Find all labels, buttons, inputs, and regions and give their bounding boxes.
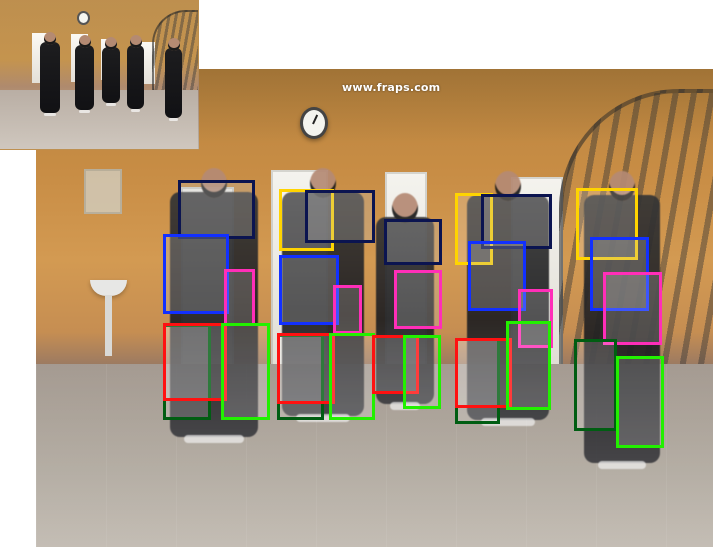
- thumbnail-dancer-1: [40, 32, 60, 116]
- dancer-3: [376, 193, 434, 410]
- thumbnail-dancer-3: [102, 37, 120, 106]
- dancer-1: [170, 168, 258, 443]
- thumbnail-clock-icon: [77, 11, 90, 25]
- sink-stem: [105, 295, 112, 356]
- dancer-2: [282, 168, 364, 422]
- sink: [90, 280, 127, 296]
- wall-panel: [84, 169, 122, 214]
- fraps-watermark: www.fraps.com: [342, 81, 441, 94]
- dancer-4: [467, 171, 549, 426]
- thumbnail-dancer-2: [75, 35, 94, 113]
- thumbnail-dancer-4: [127, 35, 144, 112]
- thumbnail-door-4: [141, 42, 155, 84]
- clock-icon: [300, 107, 328, 139]
- dancer-5: [584, 171, 660, 469]
- thumbnail-image: [0, 0, 199, 150]
- thumbnail-dancer-5: [165, 38, 182, 121]
